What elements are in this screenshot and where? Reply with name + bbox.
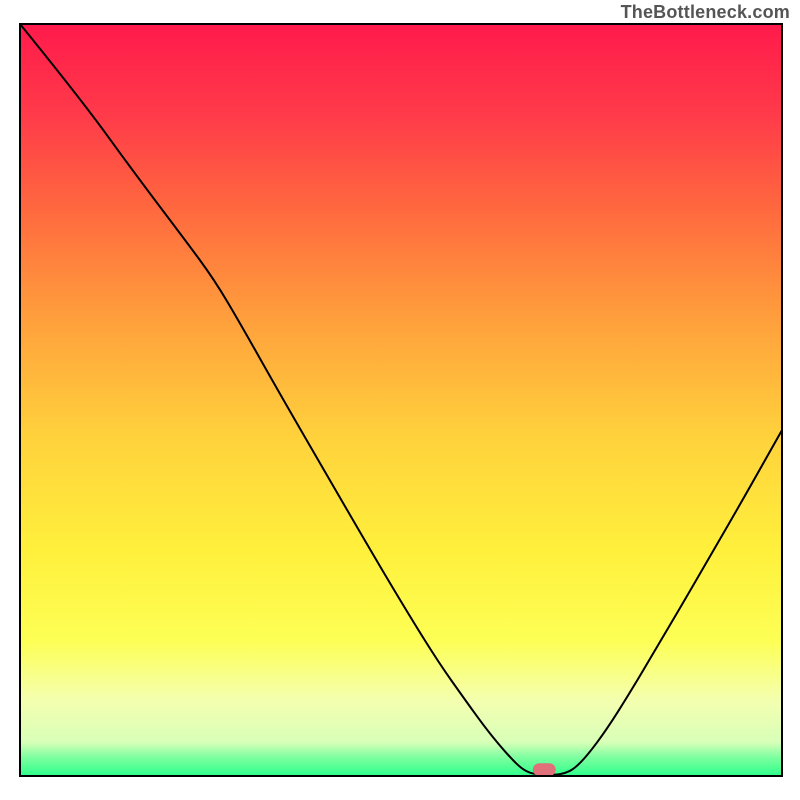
watermark-text: TheBottleneck.com (621, 2, 790, 23)
plot-background (20, 24, 782, 776)
optimal-point-marker (533, 763, 556, 776)
bottleneck-chart (0, 0, 800, 800)
